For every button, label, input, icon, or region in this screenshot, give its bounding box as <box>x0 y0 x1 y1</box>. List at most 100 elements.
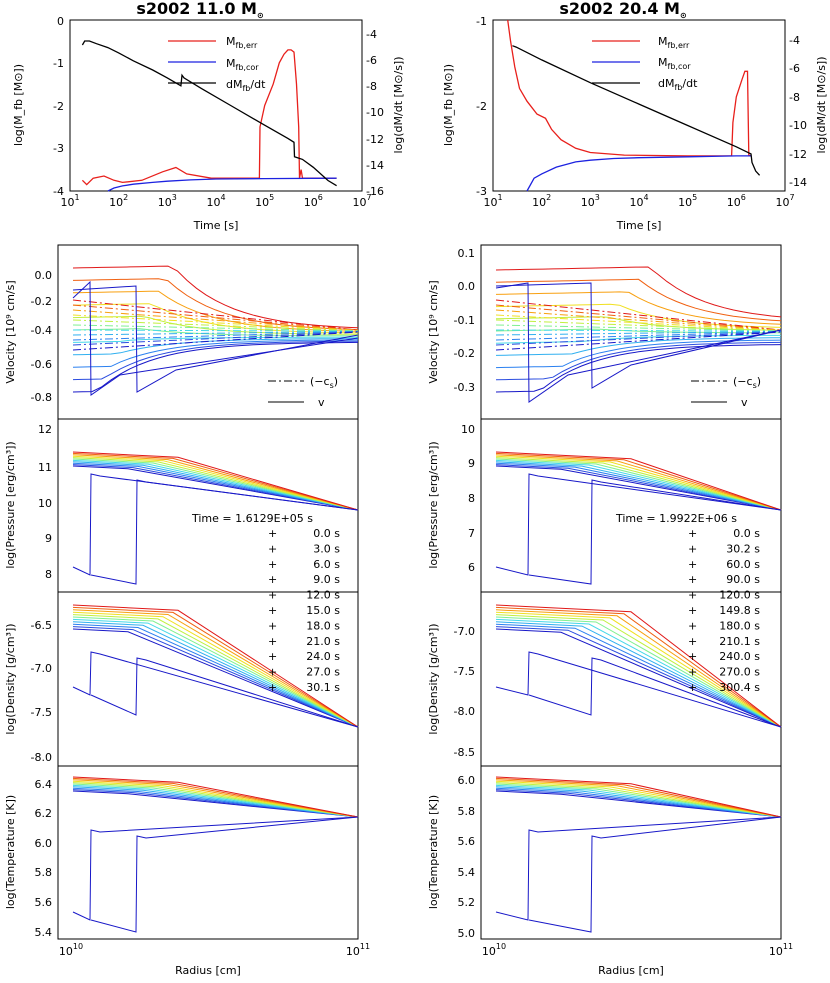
profile-1-0-9 <box>72 606 359 728</box>
y-axis-label: Velocity [10⁹ cm/s] <box>427 280 440 383</box>
y-tick: 5.8 <box>35 866 53 879</box>
profile-2-0-0 <box>72 790 359 818</box>
legend-cs: (−cs) <box>733 375 761 390</box>
profile-1-0-7 <box>72 611 359 728</box>
y2-tick: -4 <box>789 34 800 47</box>
velocity-shock-b-0 <box>72 285 359 393</box>
series-line-0-1 <box>107 177 337 192</box>
y-axis-label: log(Density [g/cm³]) <box>427 623 440 734</box>
legend-cor: Mfb,cor <box>658 56 691 71</box>
y2-tick: -10 <box>789 119 807 132</box>
profile-shock-b-0-0 <box>90 479 359 585</box>
velocity-shock-b-1 <box>495 282 782 389</box>
profile-1-0-0 <box>72 628 359 728</box>
profile-2-0-7 <box>72 780 359 818</box>
y2-tick: -8 <box>366 80 377 93</box>
profile-2-1-10 <box>495 776 782 818</box>
y-tick: -6.5 <box>31 619 52 632</box>
time-legend-left: +0.0 s + 3.0 s + 6.0 s + 9.0 s + 12.0 s + 15.0 s + 1… <box>268 527 340 694</box>
legend-err: Mfb,err <box>226 35 258 50</box>
profile-0-1-2 <box>495 462 782 511</box>
profile-1-0-5 <box>72 616 359 728</box>
profile-1-1-6 <box>495 614 782 728</box>
legend-top-left: Mfb,err Mfb,cor dMfb/dt <box>226 35 266 93</box>
profile-2-1-9 <box>495 777 782 818</box>
profile-shock-b-1-1 <box>528 657 782 728</box>
profile-0-1-5 <box>495 458 782 511</box>
profile-1-1-5 <box>495 616 782 728</box>
profile-1-0-4 <box>72 618 359 728</box>
y2-axis-label: log(dM/dt [M⊙/s]) <box>392 56 405 153</box>
y-tick: 6.2 <box>35 807 53 820</box>
plot-frame-top-right <box>492 19 786 192</box>
time-marker: + <box>688 681 697 694</box>
velocity-profile-1-10 <box>495 266 782 318</box>
profile-2-1-1 <box>495 789 782 818</box>
velocity-shock-a-0 <box>72 280 359 396</box>
profile-2-1-4 <box>495 784 782 818</box>
time-entry: 18.0 s <box>306 619 340 632</box>
profile-0-1-3 <box>495 461 782 511</box>
velocity-profile-0-5 <box>72 328 359 337</box>
time-entry: 270.0 s <box>719 666 760 679</box>
time-entry: 210.1 s <box>719 635 760 648</box>
y-axis-label: log(Pressure [erg/cm³]) <box>427 441 440 568</box>
y-tick: 10 <box>461 423 475 436</box>
profile-0-0-4 <box>72 459 359 511</box>
time-entry: 3.0 s <box>313 542 340 555</box>
cs-profile-0-2 <box>72 309 359 331</box>
series-line-0-2 <box>81 40 337 187</box>
velocity-profile-0-2 <box>72 339 359 368</box>
time-marker: + <box>688 542 697 555</box>
time-entry: 21.0 s <box>306 635 340 648</box>
time-marker: + <box>688 558 697 571</box>
time-marker: + <box>268 527 277 540</box>
profile-0-0-7 <box>72 455 359 511</box>
profile-1-1-10 <box>495 604 782 728</box>
x-tick: 105 <box>255 193 274 209</box>
profile-2-0-1 <box>72 789 359 818</box>
legend-top-right: Mfb,err Mfb,cor dMfb/dt <box>658 35 698 92</box>
profile-shock-a-2-1 <box>495 816 782 921</box>
y-tick: 5.2 <box>458 896 476 909</box>
time-entry: 6.0 s <box>313 558 340 571</box>
time-marker: + <box>688 619 697 632</box>
velocity-profile-1-6 <box>495 316 782 331</box>
time-marker: + <box>268 573 277 586</box>
y-tick: 7 <box>468 527 475 540</box>
time-marker: + <box>268 619 277 632</box>
y2-tick: -10 <box>366 106 384 119</box>
profile-0-1-1 <box>495 464 782 511</box>
y-tick: 6 <box>468 561 475 574</box>
time-entry: 180.0 s <box>719 619 760 632</box>
y2-axis-label: log(dM/dt [M⊙/s]) <box>815 56 828 153</box>
x-tick: 104 <box>629 193 648 209</box>
time-entry: 12.0 s <box>306 589 340 602</box>
profile-2-0-8 <box>72 779 359 818</box>
y-tick: -7.0 <box>454 625 475 638</box>
legend-v: v <box>741 396 748 409</box>
profile-0-1-4 <box>495 459 782 511</box>
time-entry: 240.0 s <box>719 650 760 663</box>
velocity-profile-0-7 <box>72 303 359 334</box>
velocity-profile-0-10 <box>72 265 359 329</box>
y2-tick: -8 <box>789 91 800 104</box>
x-tick: 1011 <box>769 942 793 958</box>
y-tick: -8.0 <box>31 751 52 764</box>
profile-shock-b-2-0 <box>90 816 359 933</box>
legend-rate: dMfb/dt <box>226 78 266 93</box>
y-tick: 9 <box>45 532 52 545</box>
velocity-profile-1-5 <box>495 328 782 334</box>
y-tick: -0.1 <box>454 314 475 327</box>
profile-1-0-3 <box>72 621 359 728</box>
time-entry: 149.8 s <box>719 604 760 617</box>
profile-shock-a-1-0 <box>72 651 359 728</box>
x-tick: 102 <box>532 193 551 209</box>
time-label-right: Time = 1.9922E+06 s <box>615 512 737 525</box>
y-tick: 5.8 <box>458 805 476 818</box>
profile-0-1-7 <box>495 455 782 511</box>
y-tick: -2 <box>476 100 487 113</box>
y-tick: -7.5 <box>454 665 475 678</box>
time-entry: 30.1 s <box>306 681 340 694</box>
